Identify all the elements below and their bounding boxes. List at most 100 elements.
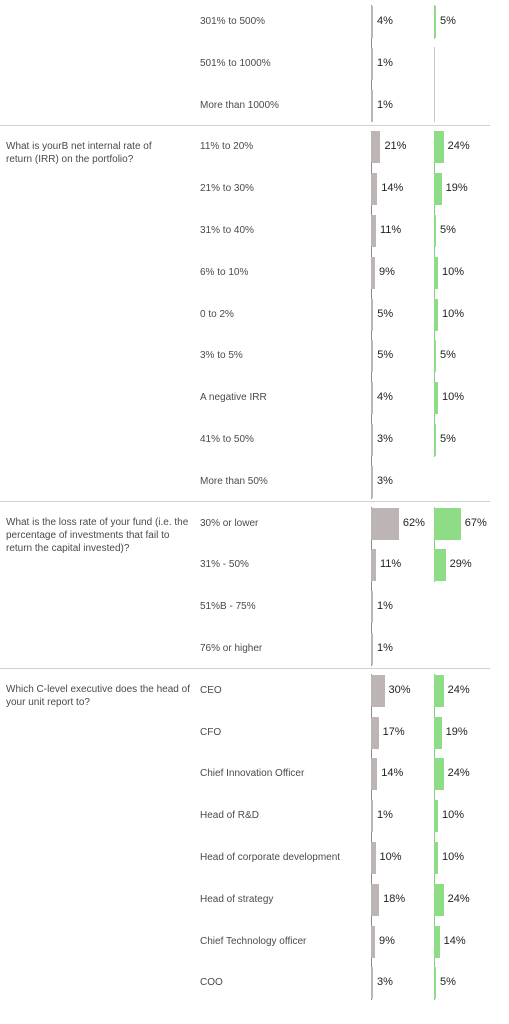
bar-series-a [371, 424, 373, 456]
data-label-series-b: 19% [445, 725, 468, 738]
bar-series-a [371, 131, 381, 164]
data-label-series-a: 14% [381, 767, 404, 780]
data-label-series-b: 5% [440, 349, 456, 362]
bar-series-a [371, 591, 373, 624]
group-separator [0, 500, 490, 502]
data-label-series-b: 19% [445, 182, 468, 195]
series-b-axis [434, 673, 435, 1001]
category-label: Head of R&D [200, 810, 259, 822]
bar-series-b [434, 883, 444, 916]
series-a-axis [371, 506, 372, 666]
question-text: Which C-level executive does the head of… [6, 683, 190, 708]
bar-series-a [371, 465, 373, 498]
group-separator [0, 667, 490, 669]
data-label-series-a: 4% [377, 15, 393, 27]
data-label-series-b: 29% [449, 558, 472, 571]
data-label-series-a: 11% [379, 224, 402, 236]
data-label-series-a: 9% [379, 265, 395, 278]
bar-series-a [371, 633, 373, 665]
bar-series-a [371, 549, 376, 582]
category-label: 30% or lower [200, 517, 259, 529]
bar-series-b [434, 340, 436, 373]
category-label: 301% to 500% [200, 16, 266, 27]
bar-series-b [434, 256, 438, 289]
data-label-series-a: 17% [382, 725, 405, 738]
bar-series-b [434, 6, 436, 38]
bar-series-a [371, 842, 376, 874]
bar-series-b [434, 549, 446, 582]
bar-series-b [434, 382, 438, 415]
category-label: 51%B - 75% [200, 601, 256, 613]
category-label: CEO [200, 684, 222, 696]
data-label-series-a: 3% [377, 474, 393, 487]
category-label: COO [200, 977, 223, 989]
bar-series-b [434, 967, 436, 1000]
bar-series-b [434, 758, 444, 791]
data-label-series-a: 18% [383, 892, 406, 905]
bar-series-b [434, 925, 440, 958]
data-label-series-b: 24% [447, 683, 470, 696]
data-label-series-b: 10% [442, 265, 465, 278]
data-label-series-b: 24% [447, 767, 470, 780]
data-label-series-a: 5% [377, 307, 394, 320]
bar-series-a [371, 800, 373, 833]
category-label: 3% to 5% [200, 350, 243, 362]
data-label-series-a: 14% [381, 182, 404, 195]
bar-series-b [434, 173, 442, 206]
bar-series-a [371, 507, 399, 540]
data-label-series-a: 1% [377, 809, 393, 822]
data-label-series-b: 24% [447, 140, 470, 153]
bar-series-a [371, 967, 373, 1000]
category-label: 0 to 2% [200, 308, 234, 320]
category-label: 31% to 40% [200, 225, 254, 236]
category-label: 31% - 50% [200, 559, 249, 571]
category-label: 11% to 20% [200, 141, 254, 153]
bar-series-b [434, 716, 442, 749]
category-label: Chief Innovation Officer [200, 768, 305, 780]
category-label: Head of corporate development [200, 852, 341, 863]
data-label-series-a: 62% [402, 516, 425, 529]
data-label-series-b: 10% [442, 851, 465, 863]
category-label: 6% to 10% [200, 266, 249, 278]
category-label: More than 1000% [200, 99, 279, 111]
data-label-series-a: 3% [377, 433, 393, 445]
data-label-series-a: 30% [388, 683, 411, 696]
category-label: 41% to 50% [200, 434, 254, 445]
data-label-series-a: 1% [377, 642, 393, 654]
series-a-axis [371, 673, 372, 1001]
data-label-series-b: 5% [440, 433, 456, 445]
data-label-series-b: 67% [464, 516, 487, 529]
data-label-series-a: 4% [377, 391, 393, 404]
data-label-series-a: 1% [377, 98, 393, 111]
category-label: 21% to 30% [200, 183, 254, 195]
bar-series-b [434, 131, 444, 164]
bar-series-b [434, 424, 436, 456]
data-label-series-b: 14% [443, 934, 466, 947]
bar-series-a [371, 758, 378, 791]
question-text: What is the loss rate of your fund (i.e.… [6, 516, 189, 554]
bar-series-b [434, 674, 444, 707]
bar-series-a [371, 47, 373, 80]
question-text: What is yourB net internal rate of retur… [6, 140, 152, 165]
data-label-series-b: 10% [442, 391, 465, 404]
bar-series-a [371, 674, 385, 707]
bar-series-b [434, 842, 438, 874]
data-label-series-a: 10% [379, 851, 402, 863]
category-label: CFO [200, 726, 222, 738]
category-label: More than 50% [200, 475, 268, 487]
category-label: 501% to 1000% [200, 57, 271, 69]
data-label-series-b: 5% [440, 224, 456, 236]
data-label-series-a: 11% [379, 558, 402, 571]
bar-series-a [371, 6, 373, 38]
group-separator [0, 124, 490, 126]
data-label-series-b: 5% [440, 15, 456, 27]
bar-series-b [434, 215, 436, 247]
data-label-series-a: 1% [377, 56, 393, 69]
bar-series-a [371, 89, 373, 122]
bar-series-a [371, 382, 373, 415]
bar-series-a [371, 883, 380, 916]
category-label: Chief Technology officer [200, 935, 307, 947]
bar-series-b [434, 800, 438, 833]
data-label-series-b: 10% [442, 809, 465, 822]
